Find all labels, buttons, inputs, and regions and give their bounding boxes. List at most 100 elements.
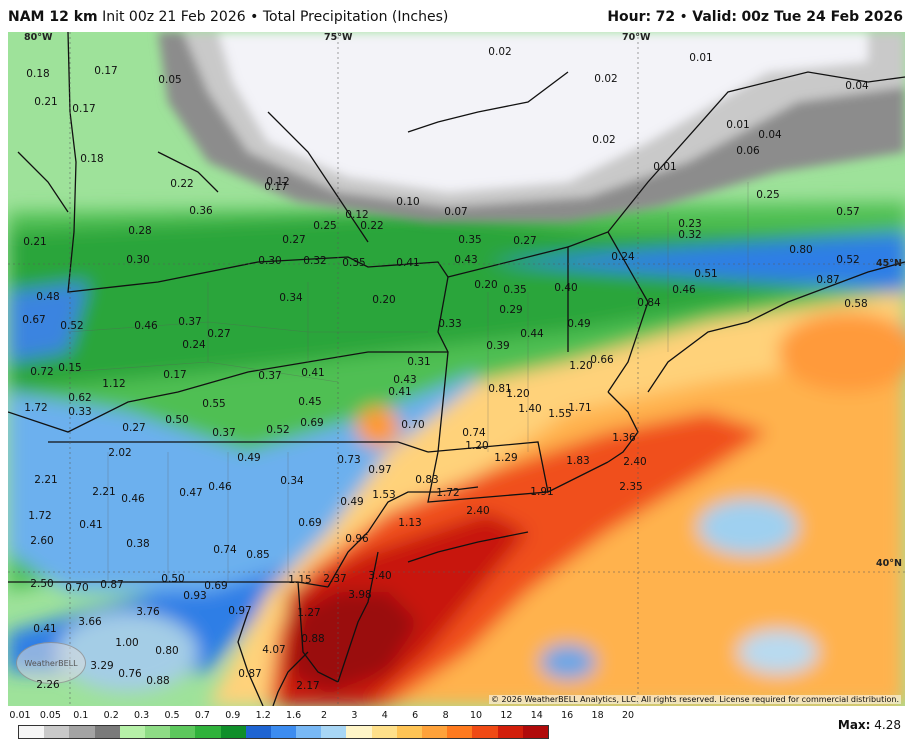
precip-value-label: 0.69 bbox=[204, 580, 228, 592]
precip-value-label: 0.35 bbox=[342, 257, 366, 269]
legend-tick-label: 10 bbox=[469, 710, 483, 721]
header-valid-time: Hour: 72 • Valid: 00z Tue 24 Feb 2026 bbox=[607, 9, 903, 25]
precip-value-label: 0.62 bbox=[68, 392, 92, 404]
precip-value-label: 0.49 bbox=[237, 452, 261, 464]
precip-value-label: 0.34 bbox=[280, 475, 304, 487]
separator: • bbox=[250, 9, 259, 25]
precip-value-label: 0.87 bbox=[816, 274, 840, 286]
precip-value-label: 0.17 bbox=[264, 181, 288, 193]
precip-value-label: 0.50 bbox=[165, 414, 189, 426]
legend-swatch bbox=[44, 726, 70, 738]
precip-value-label: 0.81 bbox=[488, 383, 512, 395]
precip-value-label: 0.36 bbox=[189, 205, 213, 217]
weatherbell-logo: WeatherBELL bbox=[16, 642, 86, 684]
precip-value-label: 0.25 bbox=[313, 220, 337, 232]
lon-label-70w: 70°W bbox=[622, 32, 651, 43]
precip-value-label: 0.80 bbox=[155, 645, 179, 657]
legend-tick-label: 20 bbox=[621, 710, 635, 721]
header-title: NAM 12 km Init 00z 21 Feb 2026 • Total P… bbox=[8, 9, 448, 25]
precip-value-label: 0.18 bbox=[26, 68, 50, 80]
precip-value-label: 0.27 bbox=[513, 235, 537, 247]
precip-value-label: 1.20 bbox=[506, 388, 530, 400]
legend-tick-label: 0.7 bbox=[194, 710, 210, 721]
precip-value-label: 0.34 bbox=[279, 292, 303, 304]
precip-value-label: 0.70 bbox=[65, 582, 89, 594]
precip-value-label: 1.20 bbox=[569, 360, 593, 372]
precip-value-label: 2.17 bbox=[296, 680, 320, 692]
precip-value-label: 0.12 bbox=[345, 209, 369, 221]
precip-value-label: 0.35 bbox=[503, 284, 527, 296]
precip-value-label: 2.40 bbox=[623, 456, 647, 468]
precip-value-label: 0.41 bbox=[79, 519, 103, 531]
legend-swatch bbox=[497, 726, 523, 738]
lat-label-45n: 45°N bbox=[876, 258, 902, 269]
precip-value-label: 2.02 bbox=[108, 447, 132, 459]
precip-value-label: 1.72 bbox=[24, 402, 48, 414]
precip-value-label: 0.41 bbox=[396, 257, 420, 269]
legend-tick-label: 0.05 bbox=[39, 710, 61, 721]
precip-value-label: 0.17 bbox=[72, 103, 96, 115]
precip-value-label: 1.72 bbox=[28, 510, 52, 522]
precip-value-label: 1.20 bbox=[465, 440, 489, 452]
legend-tick-label: 0.2 bbox=[103, 710, 119, 721]
precip-value-label: 3.76 bbox=[136, 606, 160, 618]
precip-value-label: 0.84 bbox=[637, 297, 661, 309]
precip-value-label: 0.18 bbox=[80, 153, 104, 165]
legend-tick-label: 6 bbox=[412, 710, 419, 721]
legend-tick-label: 4 bbox=[381, 710, 388, 721]
precip-value-label: 0.01 bbox=[653, 161, 677, 173]
precip-value-label: 0.15 bbox=[58, 362, 82, 374]
legend-swatch bbox=[422, 726, 448, 738]
precip-value-label: 2.26 bbox=[36, 679, 60, 691]
precip-value-label: 0.97 bbox=[228, 605, 252, 617]
precip-value-label: 3.29 bbox=[90, 660, 114, 672]
precip-value-label: 0.70 bbox=[401, 419, 425, 431]
precip-value-label: 0.88 bbox=[301, 633, 325, 645]
precip-value-label: 0.27 bbox=[207, 328, 231, 340]
legend-tick-label: 1.6 bbox=[286, 710, 302, 721]
precip-value-label: 0.72 bbox=[30, 366, 54, 378]
precip-value-label: 0.04 bbox=[758, 129, 782, 141]
precip-value-label: 0.33 bbox=[68, 406, 92, 418]
precip-value-label: 0.48 bbox=[36, 291, 60, 303]
valid-label: Valid: bbox=[692, 9, 737, 25]
precip-value-label: 0.37 bbox=[212, 427, 236, 439]
precip-value-label: 0.22 bbox=[360, 220, 384, 232]
hour-label: Hour: bbox=[607, 9, 652, 25]
precip-value-label: 0.37 bbox=[178, 316, 202, 328]
precip-value-label: 0.02 bbox=[488, 46, 512, 58]
precip-value-label: 0.02 bbox=[592, 134, 616, 146]
precip-value-label: 0.32 bbox=[678, 229, 702, 241]
precip-value-label: 0.46 bbox=[672, 284, 696, 296]
precip-value-label: 0.69 bbox=[300, 417, 324, 429]
precip-value-label: 0.45 bbox=[298, 396, 322, 408]
precip-value-label: 0.57 bbox=[836, 206, 860, 218]
precip-value-label: 0.04 bbox=[845, 80, 869, 92]
hour-value: 72 bbox=[655, 9, 676, 25]
precip-value-label: 1.13 bbox=[398, 517, 422, 529]
legend-swatch bbox=[94, 726, 120, 738]
legend-swatch bbox=[195, 726, 221, 738]
legend-swatch bbox=[119, 726, 145, 738]
precip-value-label: 0.41 bbox=[388, 386, 412, 398]
precip-value-label: 0.37 bbox=[258, 370, 282, 382]
precip-value-label: 0.10 bbox=[396, 196, 420, 208]
precip-value-label: 0.27 bbox=[282, 234, 306, 246]
legend-swatch bbox=[170, 726, 196, 738]
precip-value-label: 3.66 bbox=[78, 616, 102, 628]
precip-value-label: 0.31 bbox=[407, 356, 431, 368]
precip-value-label: 0.46 bbox=[134, 320, 158, 332]
precip-value-label: 0.97 bbox=[368, 464, 392, 476]
legend-tick-label: 3 bbox=[351, 710, 358, 721]
legend-swatch bbox=[19, 726, 45, 738]
precip-value-label: 0.27 bbox=[122, 422, 146, 434]
precip-value-label: 0.58 bbox=[844, 298, 868, 310]
precip-value-label: 1.71 bbox=[568, 402, 592, 414]
separator: • bbox=[679, 9, 688, 25]
precip-value-label: 0.49 bbox=[340, 496, 364, 508]
precip-value-label: 1.91 bbox=[530, 486, 554, 498]
precip-value-label: 0.69 bbox=[298, 517, 322, 529]
precip-value-label: 1.72 bbox=[436, 487, 460, 499]
max-number: 4.28 bbox=[874, 718, 901, 732]
precip-value-label: 0.32 bbox=[303, 255, 327, 267]
